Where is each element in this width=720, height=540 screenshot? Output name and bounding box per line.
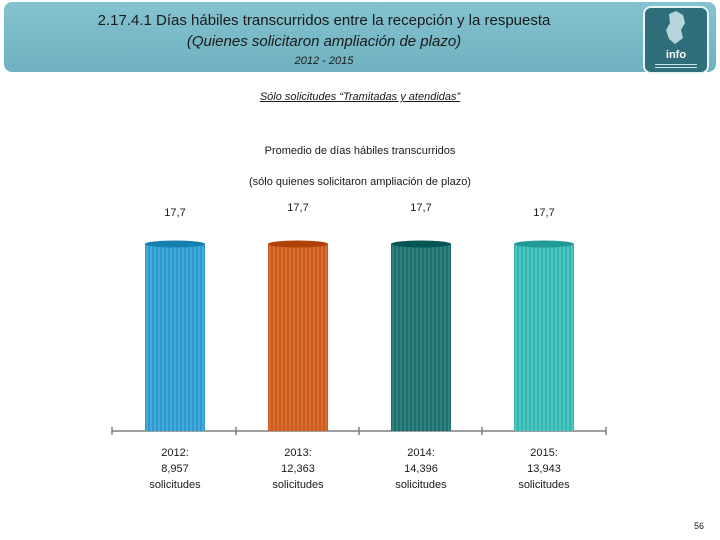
filter-note: Sólo solicitudes “Tramitadas y atendidas… <box>259 91 461 103</box>
logo-label: info <box>665 49 687 61</box>
logo-line <box>655 64 697 65</box>
info-logo: info <box>643 6 709 74</box>
x-tick-label: solicitudes <box>395 479 447 491</box>
bar-top-cap <box>268 240 328 248</box>
data-label: 17,7 <box>287 202 308 214</box>
page-subtitle: (Quienes solicitaron ampliación de plazo… <box>186 33 462 50</box>
x-tick-label: 2015: <box>530 447 558 459</box>
page-title: 2.17.4.1 Días hábiles transcurridos entr… <box>97 12 551 29</box>
data-label: 17,7 <box>410 202 431 214</box>
x-tick-label: solicitudes <box>518 479 570 491</box>
x-tick-label: 13,943 <box>527 463 561 475</box>
page-number: 56 <box>694 521 705 531</box>
x-tick-label: 2013: <box>284 447 312 459</box>
x-tick-label: 12,363 <box>281 463 315 475</box>
period-label: 2012 - 2015 <box>294 55 354 67</box>
x-tick-label: 2014: <box>407 447 435 459</box>
chart-subtitle: (sólo quienes solicitaron ampliación de … <box>249 176 471 188</box>
data-label: 17,7 <box>164 207 185 219</box>
bar-top-cap <box>391 240 451 248</box>
logo-line <box>655 67 697 68</box>
bar-top-cap <box>514 240 574 248</box>
x-tick-label: solicitudes <box>149 479 201 491</box>
x-tick-label: solicitudes <box>272 479 324 491</box>
map-icon <box>666 11 685 44</box>
x-tick-label: 8,957 <box>161 463 189 475</box>
data-label: 17,7 <box>533 207 554 219</box>
chart-title: Promedio de días hábiles transcurridos <box>264 145 456 157</box>
bar-top-cap <box>145 240 205 248</box>
x-tick-label: 14,396 <box>404 463 438 475</box>
header-banner: 2.17.4.1 Días hábiles transcurridos entr… <box>4 2 716 74</box>
x-tick-label: 2012: <box>161 447 189 459</box>
